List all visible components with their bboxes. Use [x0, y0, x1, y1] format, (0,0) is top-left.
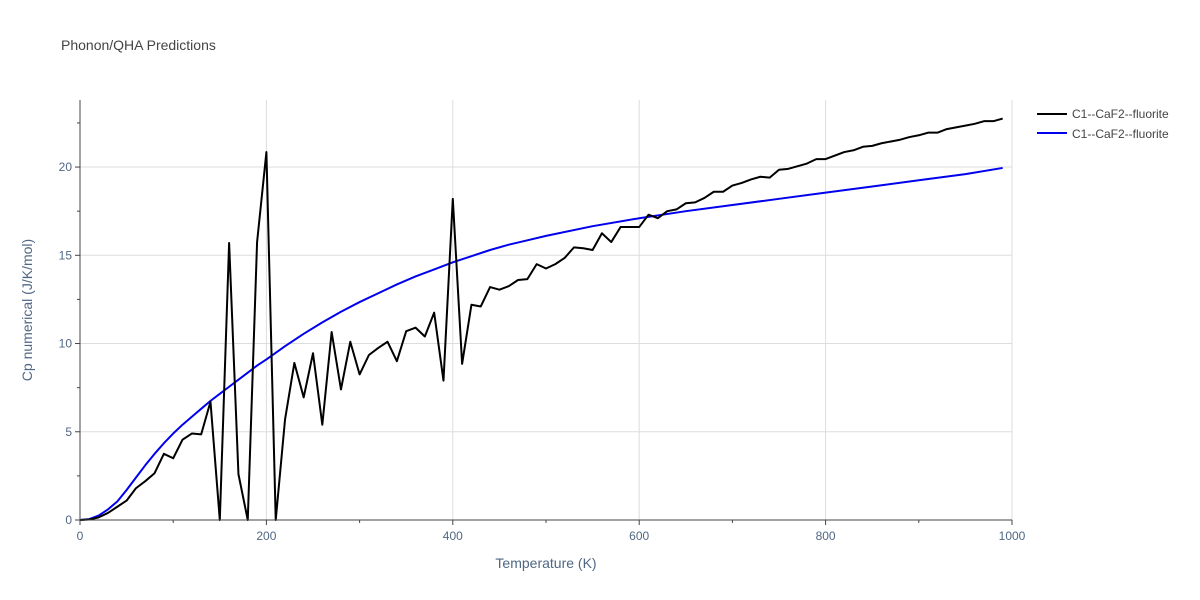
- x-axis-label: Temperature (K): [495, 555, 596, 571]
- legend-item-1[interactable]: C1--CaF2--fluorite: [1037, 127, 1169, 141]
- legend: C1--CaF2--fluorite C1--CaF2--fluorite: [1037, 107, 1169, 141]
- series-line-0[interactable]: [79, 117, 1003, 521]
- legend-label-0: C1--CaF2--fluorite: [1072, 107, 1169, 121]
- chart-title: Phonon/QHA Predictions: [61, 37, 216, 53]
- x-tick-label: 600: [629, 529, 649, 543]
- y-tick-label: 10: [59, 337, 73, 351]
- x-tick-label: 200: [256, 529, 276, 543]
- y-tick-label: 20: [59, 160, 73, 174]
- x-tick-label: 1000: [999, 529, 1026, 543]
- y-tick-label: 0: [65, 513, 72, 527]
- x-tick-label: 0: [77, 529, 84, 543]
- x-tick-label: 400: [443, 529, 463, 543]
- legend-label-1: C1--CaF2--fluorite: [1072, 127, 1169, 141]
- legend-item-0[interactable]: C1--CaF2--fluorite: [1037, 107, 1169, 121]
- grid: [80, 100, 1013, 520]
- x-axis-ticks: 0 200 400 600 800 1000: [77, 520, 1026, 543]
- x-tick-label: 800: [816, 529, 836, 543]
- y-axis-ticks: 0 5 10 15 20: [59, 122, 80, 527]
- y-tick-label: 5: [65, 425, 72, 439]
- y-tick-label: 15: [59, 248, 73, 262]
- y-axis-label: Cp numerical (J/K/mol): [19, 239, 35, 381]
- series-lines: [79, 117, 1003, 521]
